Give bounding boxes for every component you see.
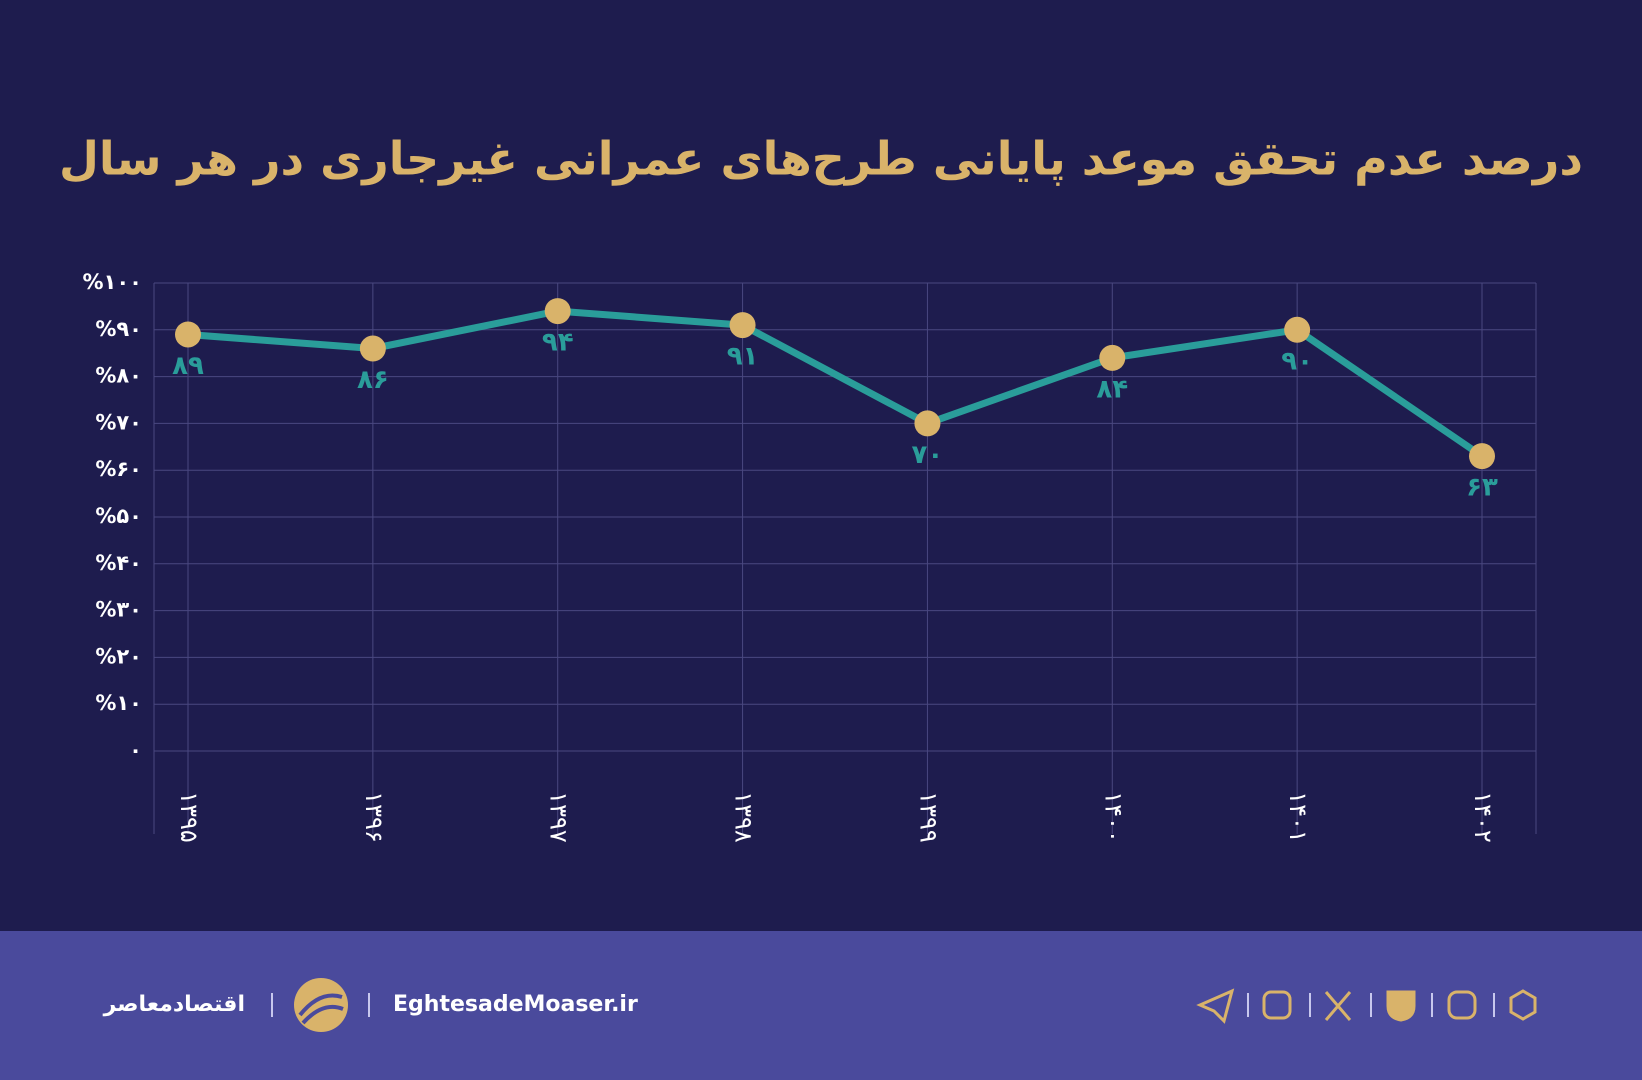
value-label: ۶۳: [1466, 473, 1498, 503]
x-tick-label: ۱۴۰۰: [1099, 791, 1127, 843]
chart-title: درصد عدم تحقق موعد پایانی طرح‌های عمرانی…: [59, 132, 1583, 187]
point: [1284, 316, 1311, 343]
point: [1469, 443, 1495, 470]
logo: [294, 978, 348, 1032]
value-label: ۹۱: [727, 342, 759, 372]
website: EghtesadeMoaser.ir: [393, 992, 638, 1017]
x-tick-label: ۱۳۹۵: [175, 791, 203, 843]
telegram-icon[interactable]: [1196, 988, 1235, 1024]
x-icon[interactable]: [1324, 991, 1352, 1021]
y-tick-label: %۳۰: [95, 598, 142, 622]
footer-band: [0, 931, 1642, 1080]
eitaa-icon[interactable]: [1447, 990, 1477, 1020]
y-tick-label: %۴۰: [95, 551, 142, 575]
y-tick-label: ۰: [129, 738, 142, 762]
y-tick-label: %۶۰: [95, 457, 142, 481]
bale-icon[interactable]: [1386, 990, 1416, 1022]
point: [1099, 344, 1126, 371]
point: [544, 298, 571, 325]
x-tick-label: ۱۳۹۸: [730, 791, 758, 843]
x-tick-label: ۱۳۹۹: [914, 791, 942, 843]
y-tick-label: %۹۰: [95, 317, 142, 341]
y-tick-label: %۱۰: [95, 691, 142, 715]
value-label: ۸۹: [172, 351, 204, 381]
value-label: ۷۰: [912, 440, 944, 470]
rubika-icon[interactable]: [1509, 989, 1537, 1021]
x-tick-label: ۱۴۰۲: [1469, 791, 1497, 843]
brand-name: اقتصادمعاصر: [103, 992, 245, 1017]
value-label: ۹۰: [1281, 346, 1313, 376]
point: [914, 410, 941, 437]
y-tick-label: %۸۰: [95, 364, 142, 388]
x-tick-label: ۱۳۹۷: [545, 791, 573, 843]
y-tick-label: %۲۰: [95, 644, 142, 668]
value-label: ۹۴: [542, 328, 574, 358]
x-tick-label: ۱۳۹۶: [360, 791, 388, 843]
y-tick-label: %۷۰: [95, 410, 142, 434]
value-label: ۸۴: [1096, 374, 1128, 404]
social-icons: [1196, 988, 1537, 1024]
line: [187, 307, 1484, 460]
value-label: ۸۶: [357, 365, 389, 395]
point: [359, 335, 386, 362]
point: [729, 312, 756, 339]
logo-mark: [298, 993, 344, 1025]
point: [175, 321, 201, 348]
y-tick-label: %۱۰۰: [83, 270, 143, 294]
x-tick-label: ۱۴۰۱: [1284, 791, 1312, 843]
instagram-icon[interactable]: [1262, 990, 1292, 1020]
y-tick-label: %۵۰: [95, 504, 142, 528]
